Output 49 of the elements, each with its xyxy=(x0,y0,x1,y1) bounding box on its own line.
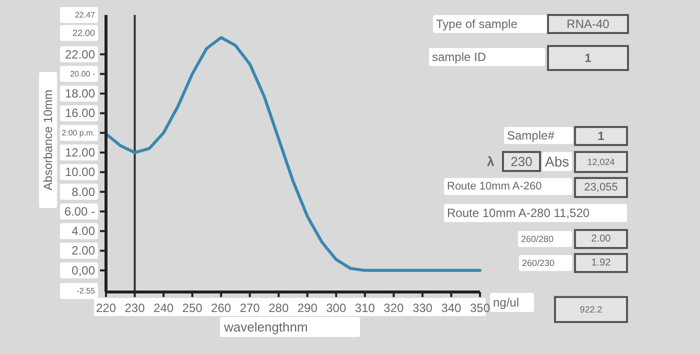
x-tick-label: 220 xyxy=(96,301,116,315)
x-tick-label: 250 xyxy=(182,301,203,315)
text: Abs xyxy=(545,154,570,170)
y-tick-label: 2.00 xyxy=(72,244,96,258)
text: 1.92 xyxy=(591,258,612,268)
text: λ xyxy=(487,154,495,169)
annotation: sample ID xyxy=(432,50,486,64)
x-tick-label: 260 xyxy=(211,301,232,315)
text: 260/230 xyxy=(522,258,555,268)
text: ng/ul xyxy=(493,296,520,310)
y-tick-label: 4.00 xyxy=(72,224,96,238)
y-tick-label: 2:00 p.m. xyxy=(62,128,95,138)
x-tick-label: 230 xyxy=(124,301,146,315)
x-tick-label: 280 xyxy=(268,301,289,315)
text: 260/280 xyxy=(521,234,554,244)
y-tick-label: 8.00 xyxy=(72,184,96,199)
y-tick-label: 10.00 xyxy=(64,165,96,180)
text: -2.55 xyxy=(76,286,96,296)
y-tick-label: 0,00 xyxy=(72,263,96,278)
x-tick-label: 270 xyxy=(240,301,260,315)
text: 1 xyxy=(584,51,592,65)
text: 230 xyxy=(510,154,532,169)
y-tick-label: 22.00 xyxy=(64,47,96,62)
x-tick-label: 320 xyxy=(384,301,404,315)
x-tick-label: 300 xyxy=(326,301,346,315)
annotation: Type of sample xyxy=(436,17,518,31)
annotation: Route 10mm A-280 11,520 xyxy=(447,206,590,220)
x-tick-label: 240 xyxy=(154,301,174,315)
x-axis-title: wavelengthnm xyxy=(223,320,308,334)
text: 922.2 xyxy=(580,304,602,314)
y-tick-label: 20.00 - xyxy=(70,69,96,78)
text: 12,024 xyxy=(587,157,615,167)
x-tick-label: 330 xyxy=(412,301,433,315)
x-tick-label: 340 xyxy=(441,301,462,315)
x-tick-label: 290 xyxy=(297,301,318,315)
annotation: Route 10mm A-260 xyxy=(447,180,542,192)
y-tick-label: 18.00 xyxy=(64,86,96,101)
text: 22.47 xyxy=(74,10,96,20)
x-tick-label: 310 xyxy=(354,301,376,315)
y-tick-label: 12.00 xyxy=(64,146,96,160)
y-axis-title: Absorbance 10mm xyxy=(41,90,55,190)
text: Sample# xyxy=(507,128,555,142)
text: RNA-40 xyxy=(566,17,610,31)
y-tick-label: 6.00 - xyxy=(64,204,95,218)
text: 1 xyxy=(598,129,605,143)
x-tick-label: 350 xyxy=(470,301,490,315)
text: 23,055 xyxy=(584,182,618,194)
y-tick-label: 16.00 xyxy=(64,106,96,120)
text: 2.00 xyxy=(591,234,612,244)
